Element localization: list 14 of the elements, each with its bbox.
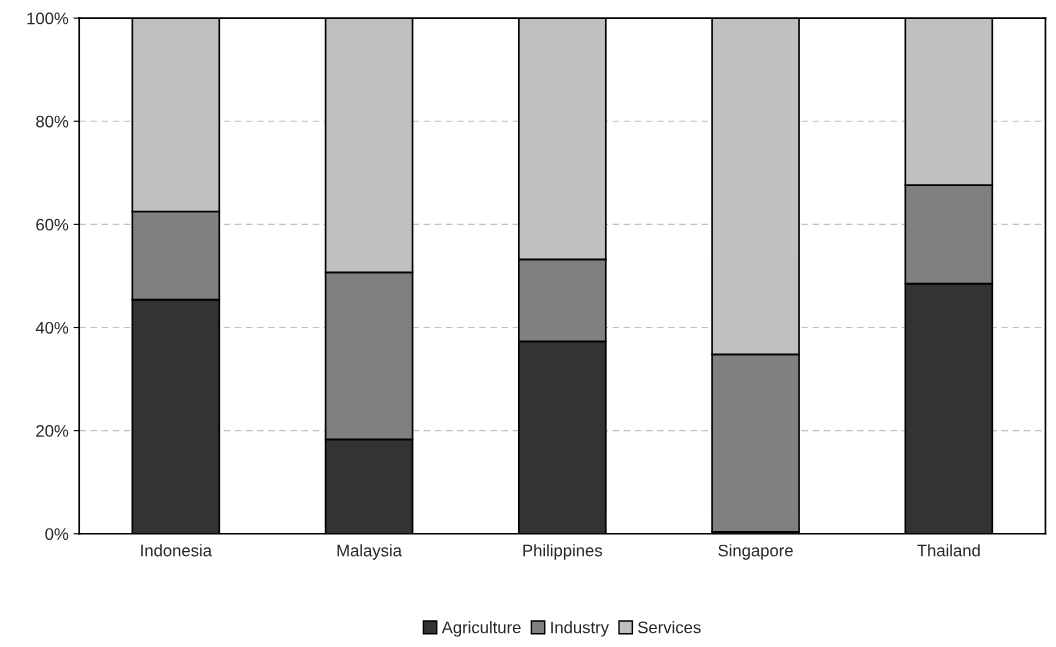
y-tick-label: 80% <box>36 115 69 128</box>
x-tick-label: Thailand <box>917 544 980 557</box>
x-tick-label: Singapore <box>718 544 793 560</box>
y-tick-label: 40% <box>35 321 69 334</box>
x-tick-label: Indonesia <box>141 544 212 557</box>
y-tick-label: 0% <box>45 528 69 540</box>
x-tick-label: Malaysia <box>337 544 402 560</box>
legend-label: Agriculture <box>441 621 521 637</box>
y-tick-label: 20% <box>36 425 69 437</box>
y-tick-label: 100% <box>27 12 69 25</box>
x-tick-label: Philippines <box>523 544 603 560</box>
legend-label: Services <box>638 621 701 634</box>
legend-label: Industry <box>551 621 609 637</box>
y-tick-label: 60% <box>36 218 69 231</box>
